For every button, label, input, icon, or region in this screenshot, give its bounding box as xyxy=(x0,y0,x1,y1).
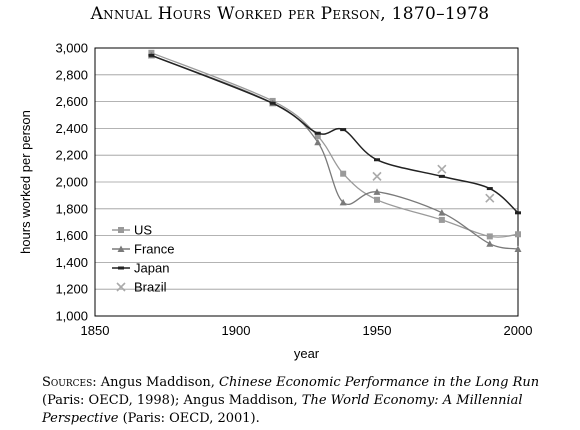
line-chart: 1,000 1,200 1,400 1,600 1,800 2,000 2,200 2,400… xyxy=(18,41,533,362)
point-us-2 xyxy=(314,133,321,140)
legend-item-us: US xyxy=(112,223,152,238)
point-japan-4 xyxy=(374,158,380,162)
series-line-us xyxy=(151,52,519,238)
source-part-3: (Paris: OECD, 2001). xyxy=(118,411,260,426)
x-tick-label-2: 1950 xyxy=(363,323,392,338)
x-axis-ticks: 1850 1900 1950 2000 xyxy=(81,323,533,338)
point-japan-2 xyxy=(314,131,321,135)
point-france-7 xyxy=(514,245,522,252)
source-part-2: (Paris: OECD, 1998); Angus Maddison, xyxy=(42,393,302,408)
point-japan-7 xyxy=(515,211,521,215)
point-france-4 xyxy=(373,188,381,195)
y-tick-label-5: 2,000 xyxy=(55,175,88,190)
series-japan xyxy=(148,53,521,215)
point-france-2 xyxy=(314,138,322,146)
legend-item-brazil: Brazil xyxy=(116,280,167,295)
y-tick-label-8: 2,600 xyxy=(55,94,88,109)
y-axis-ticks: 1,000 1,200 1,400 1,600 1,800 2,000 2,200 2,400… xyxy=(55,41,88,324)
legend-item-france: France xyxy=(112,242,174,257)
point-japan-1 xyxy=(269,101,276,105)
series-us xyxy=(148,49,521,240)
source-note: Sources: Angus Maddison, Chinese Economi… xyxy=(42,374,542,428)
point-japan-3 xyxy=(340,128,347,132)
series-line-japan xyxy=(151,54,519,214)
point-france-3 xyxy=(339,198,347,206)
y-tick-label-0: 1,000 xyxy=(55,309,88,324)
point-brazil-0 xyxy=(372,171,382,181)
chart-title: Annual Hours Worked per Person, 1870–197… xyxy=(90,4,490,24)
y-tick-label-1: 1,200 xyxy=(55,282,88,297)
legend-marker-japan xyxy=(118,266,124,270)
x-axis-label: year xyxy=(294,346,320,361)
source-work-1: Chinese Economic Performance in the Long… xyxy=(219,375,540,390)
x-tick-label-0: 1850 xyxy=(81,323,110,338)
series-group xyxy=(147,49,522,252)
point-japan-0 xyxy=(148,53,155,57)
y-tick-label-3: 1,600 xyxy=(55,228,88,243)
point-brazil-2 xyxy=(485,193,495,203)
legend-label-us: US xyxy=(134,223,152,238)
y-tick-label-9: 2,800 xyxy=(55,67,88,82)
point-france-6 xyxy=(486,240,494,247)
point-us-5 xyxy=(438,216,445,223)
point-us-4 xyxy=(374,196,380,203)
point-us-7 xyxy=(515,231,521,238)
point-brazil-1 xyxy=(437,164,447,174)
y-tick-label-2: 1,400 xyxy=(55,255,88,270)
y-tick-label-10: 3,000 xyxy=(55,41,88,56)
y-axis-label: hours worked per person xyxy=(18,110,33,254)
point-japan-5 xyxy=(438,174,445,178)
legend-label-japan: Japan xyxy=(134,261,169,276)
series-line-france xyxy=(151,54,519,250)
point-us-6 xyxy=(486,233,493,240)
point-france-5 xyxy=(438,209,446,216)
y-tick-label-7: 2,400 xyxy=(55,121,88,136)
y-tick-label-6: 2,200 xyxy=(55,148,88,163)
point-japan-6 xyxy=(486,187,493,191)
x-tick-label-1: 1900 xyxy=(222,323,251,338)
series-brazil xyxy=(372,164,495,203)
source-label: Sources: xyxy=(42,375,97,390)
legend-label-brazil: Brazil xyxy=(134,280,167,295)
point-us-3 xyxy=(340,170,347,177)
plot-frame xyxy=(94,47,519,317)
gridlines xyxy=(95,47,518,317)
source-work-2: The World Economy: A Millennial Perspect… xyxy=(42,393,523,426)
legend-marker-brazil xyxy=(116,282,126,292)
x-tick-label-3: 2000 xyxy=(504,323,533,338)
series-france xyxy=(147,51,522,252)
legend-item-japan: Japan xyxy=(112,261,169,276)
legend-marker-us xyxy=(118,227,124,233)
source-part-1: Angus Maddison, xyxy=(96,375,220,390)
legend-label-france: France xyxy=(134,242,174,257)
legend-marker-france xyxy=(117,245,125,252)
legend: US France Japan Brazil xyxy=(112,223,174,295)
y-tick-label-4: 1,800 xyxy=(55,201,88,216)
